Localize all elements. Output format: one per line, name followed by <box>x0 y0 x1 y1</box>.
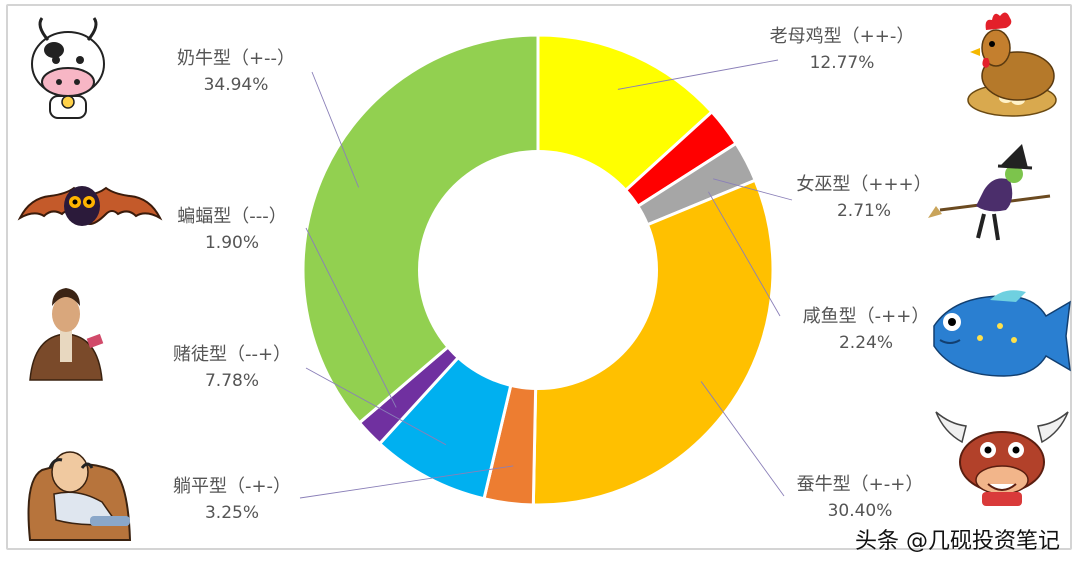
leader-line-5 <box>305 367 447 446</box>
slice-name-label-4: 躺平型（-+-） <box>173 476 291 497</box>
slice-percent-label-6: 1.90% <box>205 233 259 253</box>
slice-percent-label-4: 3.25% <box>205 503 259 523</box>
witch-icon <box>928 144 1051 241</box>
slice-percent-label-salted-fish: 2.24% <box>839 333 893 353</box>
cow-icon <box>31 17 105 119</box>
slice-percent-label-2: 2.71% <box>837 201 891 221</box>
bat-icon <box>17 186 163 226</box>
slice-name-label-salted-fish: 咸鱼型（-++） <box>803 306 930 327</box>
slice-percent-label-3: 30.40% <box>828 501 893 521</box>
slice-name-label-7: 奶牛型（+--） <box>177 48 295 69</box>
donut-slice-7 <box>301 33 540 425</box>
fish-icon <box>933 290 1071 377</box>
leader-line-2 <box>713 178 793 201</box>
slice-name-label-6: 蝙蝠型（---） <box>177 206 287 227</box>
slice-percent-label-0: 12.77% <box>810 53 875 73</box>
leader-line-0 <box>617 59 779 90</box>
slice-percent-label-5: 7.78% <box>205 371 259 391</box>
slice-percent-label-7: 34.94% <box>204 75 269 95</box>
leader-line-4 <box>299 465 514 499</box>
leader-line-salted-fish <box>708 191 781 317</box>
bull-icon <box>935 411 1069 506</box>
leader-line-7 <box>311 71 360 188</box>
slice-name-label-2: 女巫型（+++） <box>796 174 931 195</box>
slice-name-label-3: 蚕牛型（+-+） <box>797 474 924 495</box>
slice-name-label-5: 赌徒型（--+） <box>173 344 291 365</box>
watermark: 头条 @几砚投资笔记 <box>855 529 1060 554</box>
slice-name-label-0: 老母鸡型（++-） <box>770 26 915 47</box>
hen-icon <box>967 12 1057 117</box>
gambler-icon <box>29 288 104 381</box>
lazy-man-icon <box>27 451 132 541</box>
leader-line-3 <box>700 381 785 497</box>
leader-line-6 <box>305 227 397 408</box>
